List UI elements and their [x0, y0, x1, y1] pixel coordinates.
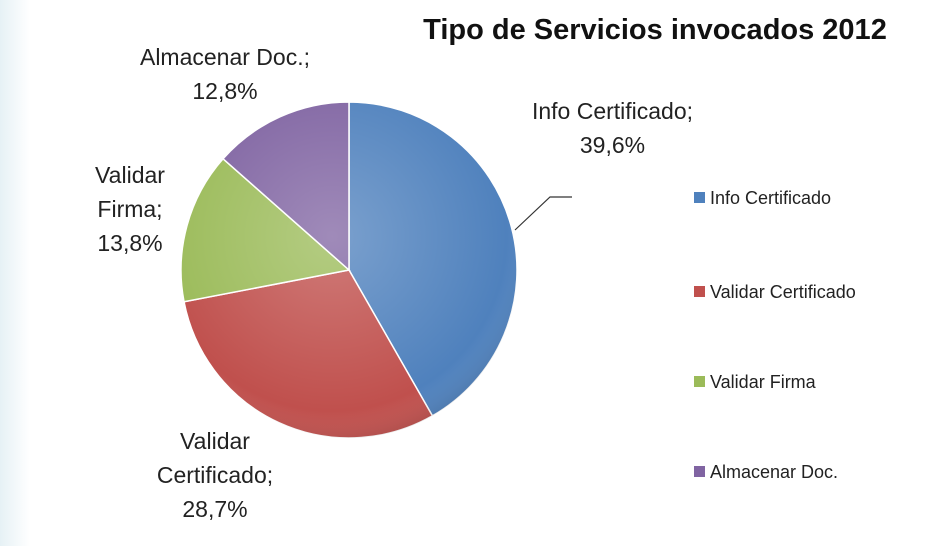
legend-swatch	[694, 465, 705, 477]
legend-label: Validar Certificado	[710, 282, 856, 302]
legend-item: Validar Firma	[694, 372, 816, 393]
leader-line	[514, 196, 572, 231]
chart-title: Tipo de Servicios invocados 2012	[423, 14, 887, 46]
legend-item: Validar Certificado	[694, 282, 856, 303]
legend-swatch	[694, 375, 705, 387]
legend-label: Almacenar Doc.	[710, 462, 839, 482]
legend-item: Almacenar Doc.	[694, 462, 838, 483]
legend-label: Info Certificado	[710, 188, 832, 208]
legend-swatch	[694, 191, 705, 203]
legend-swatch	[694, 285, 705, 297]
data-label: Validar Firma; 13,8%	[95, 162, 165, 256]
legend-label: Validar Firma	[710, 372, 816, 392]
data-label: Almacenar Doc.; 12,8%	[139, 44, 310, 104]
data-label: Info Certificado; 39,6%	[531, 98, 694, 158]
legend-item: Info Certificado	[694, 188, 831, 209]
data-label: Validar Certificado; 28,7%	[156, 428, 274, 522]
